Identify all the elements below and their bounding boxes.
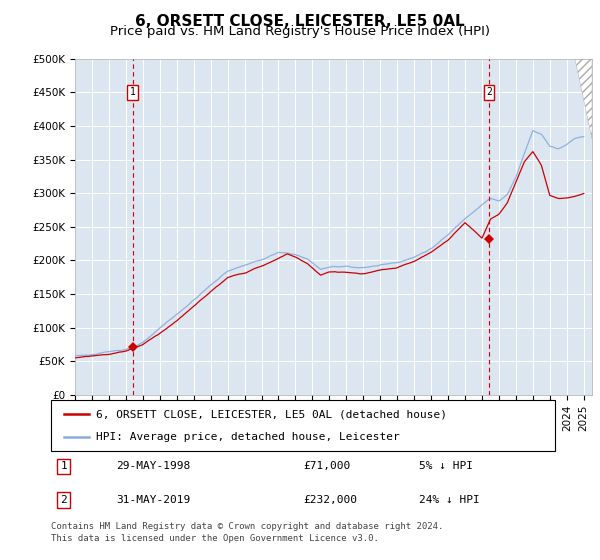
Text: 6, ORSETT CLOSE, LEICESTER, LE5 0AL (detached house): 6, ORSETT CLOSE, LEICESTER, LE5 0AL (det… <box>97 409 448 419</box>
Text: 1: 1 <box>130 87 136 97</box>
Text: 29-MAY-1998: 29-MAY-1998 <box>116 461 191 472</box>
Text: 2: 2 <box>60 495 67 505</box>
Text: Price paid vs. HM Land Registry's House Price Index (HPI): Price paid vs. HM Land Registry's House … <box>110 25 490 38</box>
Text: 31-MAY-2019: 31-MAY-2019 <box>116 495 191 505</box>
Text: 1: 1 <box>60 461 67 472</box>
Polygon shape <box>575 59 592 139</box>
Text: 6, ORSETT CLOSE, LEICESTER, LE5 0AL: 6, ORSETT CLOSE, LEICESTER, LE5 0AL <box>135 14 465 29</box>
Text: £232,000: £232,000 <box>303 495 357 505</box>
Text: Contains HM Land Registry data © Crown copyright and database right 2024.
This d: Contains HM Land Registry data © Crown c… <box>51 522 443 543</box>
Text: £71,000: £71,000 <box>303 461 350 472</box>
Text: 5% ↓ HPI: 5% ↓ HPI <box>419 461 473 472</box>
Text: HPI: Average price, detached house, Leicester: HPI: Average price, detached house, Leic… <box>97 432 400 442</box>
Text: 2: 2 <box>486 87 492 97</box>
Text: 24% ↓ HPI: 24% ↓ HPI <box>419 495 479 505</box>
FancyBboxPatch shape <box>51 400 555 451</box>
